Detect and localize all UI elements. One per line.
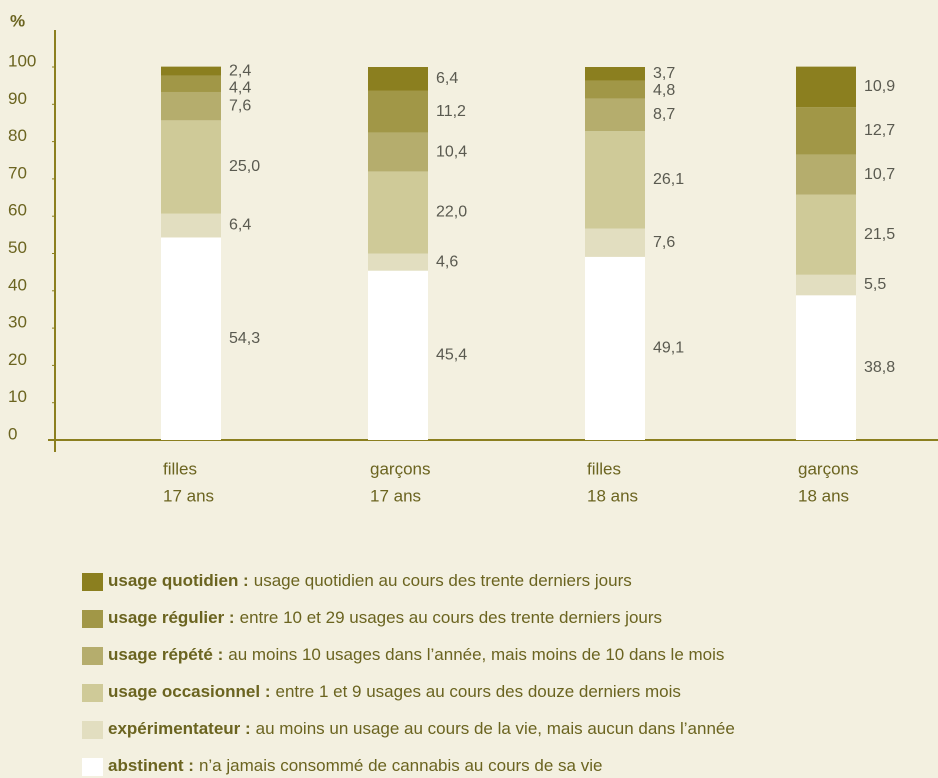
value-label: 45,4 [436, 347, 467, 364]
bar-segment [368, 132, 428, 172]
x-tick-label: 18 ans [587, 486, 638, 505]
value-label: 11,2 [436, 103, 466, 120]
legend-swatch [82, 647, 103, 665]
legend-name: usage occasionnel : [108, 682, 271, 701]
value-label: 49,1 [653, 340, 684, 357]
legend-description: usage quotidien au cours des trente dern… [254, 571, 632, 590]
legend-entry: usage régulier : entre 10 et 29 usages au… [108, 608, 662, 627]
y-tick-label: 80 [8, 126, 27, 145]
value-label: 25,0 [229, 158, 260, 175]
legend-swatch [82, 684, 103, 702]
legend-name: abstinent : [108, 756, 194, 775]
y-tick-label: 0 [8, 424, 17, 443]
bar-segment [161, 91, 221, 121]
bar-segment [368, 67, 428, 91]
y-tick-label: 90 [8, 89, 27, 108]
x-tick-label: 17 ans [163, 486, 214, 505]
value-label: 6,4 [229, 217, 251, 234]
bar-segment [161, 66, 221, 76]
bar-segment [796, 295, 856, 440]
x-tick-label: garçons [370, 459, 430, 478]
value-label: 6,4 [436, 70, 458, 87]
value-label: 10,7 [864, 166, 895, 183]
y-tick-label: 100 [8, 51, 36, 70]
x-tick-label: filles [163, 459, 197, 478]
y-tick-label: 50 [8, 238, 27, 257]
legend-name: usage répété : [108, 645, 223, 664]
y-tick-label: 20 [8, 350, 27, 369]
value-label: 7,6 [229, 97, 251, 114]
x-tick-label: 18 ans [798, 486, 849, 505]
bar-segment [796, 66, 856, 108]
x-tick-label: 17 ans [370, 486, 421, 505]
legend-description: au moins un usage au cours de la vie, ma… [256, 719, 735, 738]
bar-segment [585, 131, 645, 229]
y-tick-label: 40 [8, 275, 27, 294]
y-tick-label: 60 [8, 201, 27, 220]
bar-segment [368, 90, 428, 133]
legend-entry: usage occasionnel : entre 1 et 9 usages a… [108, 682, 681, 701]
bar-segment [585, 80, 645, 99]
value-label: 12,7 [864, 122, 895, 139]
legend-name: expérimentateur : [108, 719, 251, 738]
bar-segment [585, 67, 645, 81]
legend-description: n’a jamais consommé de cannabis au cours… [199, 756, 603, 775]
value-label: 21,5 [864, 226, 895, 243]
bar-segment [585, 228, 645, 257]
legend-description: entre 1 et 9 usages au cours des douze d… [276, 682, 681, 701]
legend-name: usage quotidien : [108, 571, 249, 590]
legend-swatch [82, 573, 103, 591]
x-tick-label: filles [587, 459, 621, 478]
bar-segment [161, 120, 221, 214]
value-label: 10,4 [436, 143, 467, 160]
y-tick-label: 30 [8, 313, 27, 332]
bar-segment [796, 274, 856, 296]
legend-swatch [82, 758, 103, 776]
value-label: 54,3 [229, 330, 260, 347]
legend-name: usage régulier : [108, 608, 235, 627]
bar-segment [796, 107, 856, 155]
legend-swatch [82, 610, 103, 628]
value-label: 7,6 [653, 234, 675, 251]
y-tick-label: 70 [8, 163, 27, 182]
bar-segment [161, 213, 221, 238]
legend-description: entre 10 et 29 usages au cours des trent… [240, 608, 662, 627]
value-label: 10,9 [864, 78, 895, 95]
value-label: 38,8 [864, 359, 895, 376]
bar-segment [368, 253, 428, 271]
y-axis-label: % [10, 11, 25, 30]
value-label: 2,4 [229, 62, 251, 79]
bar-segment [585, 256, 645, 440]
legend-swatch [82, 721, 103, 739]
value-label: 3,7 [653, 65, 675, 82]
bar-segment [796, 154, 856, 195]
legend-description: au moins 10 usages dans l’année, mais mo… [228, 645, 724, 664]
x-tick-label: garçons [798, 459, 858, 478]
value-label: 4,6 [436, 253, 458, 270]
legend-entry: usage répété : au moins 10 usages dans l’… [108, 645, 724, 664]
legend-entry: abstinent : n’a jamais consommé de cannab… [108, 756, 602, 775]
value-label: 4,8 [653, 82, 675, 99]
value-label: 4,4 [229, 79, 251, 96]
bar-segment [796, 194, 856, 275]
y-tick-label: 10 [8, 387, 27, 406]
value-label: 22,0 [436, 204, 467, 221]
bar-segment [161, 237, 221, 440]
bar-segment [368, 171, 428, 254]
bar-segment [585, 98, 645, 132]
legend-entry: usage quotidien : usage quotidien au cour… [108, 571, 632, 590]
value-label: 8,7 [653, 106, 675, 123]
legend-entry: expérimentateur : au moins un usage au co… [108, 719, 735, 738]
bar-segment [161, 75, 221, 92]
value-label: 26,1 [653, 171, 684, 188]
bar-segment [368, 270, 428, 440]
value-label: 5,5 [864, 276, 886, 293]
